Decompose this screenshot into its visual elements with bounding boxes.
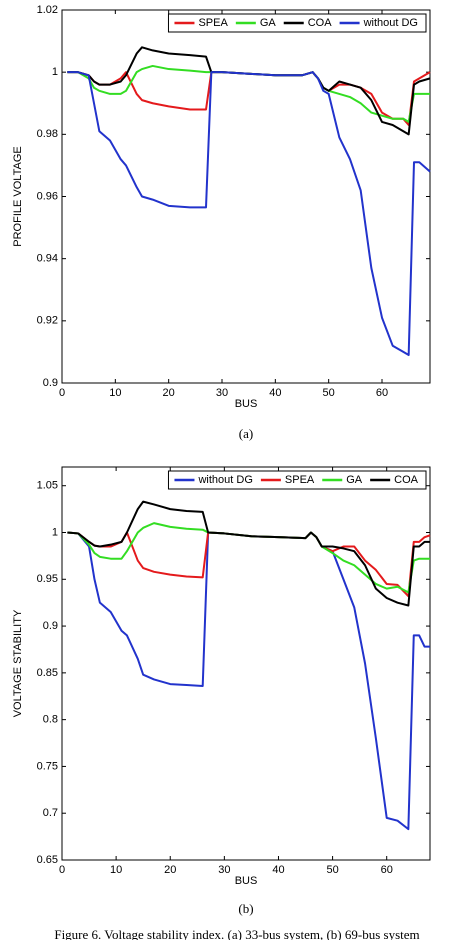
- legend-label: SPEA: [285, 474, 315, 486]
- legend-label: without DG: [197, 474, 252, 486]
- y-tick-label: 1.02: [37, 4, 58, 16]
- x-tick-label: 0: [59, 387, 65, 399]
- x-axis-label: BUS: [235, 875, 258, 887]
- panel-label: (a): [239, 426, 253, 441]
- y-tick-label: 0.9: [43, 620, 58, 632]
- legend-label: SPEA: [198, 17, 228, 29]
- x-tick-label: 10: [110, 864, 122, 876]
- plot-area: [61, 466, 431, 861]
- series-line: [67, 500, 430, 607]
- legend-label: COA: [394, 474, 419, 486]
- legend: without DG SPEA GA COA: [167, 470, 427, 490]
- y-tick-label: 0.85: [37, 667, 58, 679]
- x-tick-label: 30: [216, 387, 228, 399]
- y-tick-label: 1: [52, 526, 58, 538]
- y-tick-label: 0.75: [37, 760, 58, 772]
- x-tick-label: 20: [163, 387, 175, 399]
- figure-caption: Figure 6. Voltage stability index. (a) 3…: [54, 927, 419, 940]
- x-tick-label: 50: [326, 864, 338, 876]
- x-tick-label: 30: [218, 864, 230, 876]
- series-line: [67, 71, 431, 357]
- y-tick-label: 0.98: [37, 128, 58, 140]
- x-tick-label: 20: [164, 864, 176, 876]
- y-tick-label: 1.05: [37, 480, 58, 492]
- y-tick-label: 1: [52, 66, 58, 78]
- x-tick-label: 10: [109, 387, 121, 399]
- y-tick-label: 0.8: [43, 714, 58, 726]
- y-tick-label: 0.96: [37, 190, 58, 202]
- y-tick-label: 0.92: [37, 315, 58, 327]
- legend: SPEA GA COA without DG: [167, 13, 427, 33]
- x-tick-label: 50: [323, 387, 335, 399]
- y-tick-label: 0.9: [43, 377, 58, 389]
- x-tick-label: 40: [272, 864, 284, 876]
- legend-label: GA: [346, 474, 363, 486]
- y-tick-label: 0.95: [37, 573, 58, 585]
- x-tick-label: 0: [59, 864, 65, 876]
- y-tick-label: 0.65: [37, 854, 58, 866]
- x-tick-label: 40: [269, 387, 281, 399]
- x-axis-label: BUS: [235, 398, 258, 410]
- legend-label: without DG: [363, 17, 418, 29]
- plot-area: [61, 9, 431, 384]
- legend-label: GA: [260, 17, 277, 29]
- y-axis-label: VOLTAGE STABILITY: [12, 609, 24, 717]
- y-tick-label: 0.94: [37, 253, 58, 265]
- x-tick-label: 60: [381, 864, 393, 876]
- x-tick-label: 60: [376, 387, 388, 399]
- y-tick-label: 0.7: [43, 807, 58, 819]
- panel-label: (b): [238, 901, 253, 916]
- legend-box: [167, 470, 427, 490]
- y-axis-label: PROFILE VOLTAGE: [12, 146, 24, 246]
- legend-label: COA: [308, 17, 333, 29]
